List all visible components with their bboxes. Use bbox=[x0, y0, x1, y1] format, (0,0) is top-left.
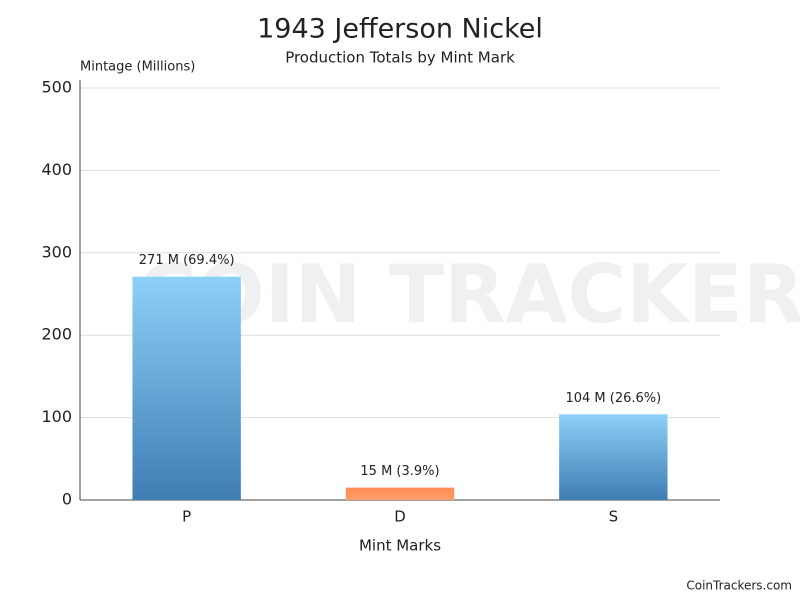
x-tick-label: P bbox=[182, 508, 191, 526]
bar bbox=[132, 277, 240, 500]
chart-title: 1943 Jefferson Nickel bbox=[257, 14, 543, 45]
y-tick-label: 0 bbox=[62, 490, 72, 509]
y-axis-label: Mintage (Millions) bbox=[80, 60, 195, 75]
y-tick-label: 400 bbox=[41, 160, 72, 179]
y-tick-label: 100 bbox=[41, 407, 72, 426]
chart-subtitle: Production Totals by Mint Mark bbox=[285, 49, 515, 67]
y-tick-label: 200 bbox=[41, 325, 72, 344]
value-label: 15 M (3.9%) bbox=[360, 464, 439, 479]
y-tick-label: 500 bbox=[41, 78, 72, 97]
value-label: 271 M (69.4%) bbox=[139, 253, 235, 268]
credit: CoinTrackers.com bbox=[686, 579, 792, 593]
y-tick-label: 300 bbox=[41, 242, 72, 261]
x-axis-label: Mint Marks bbox=[359, 537, 441, 555]
x-tick-label: S bbox=[609, 508, 619, 526]
x-tick-label: D bbox=[394, 508, 406, 526]
value-label: 104 M (26.6%) bbox=[565, 391, 661, 406]
bar bbox=[346, 488, 454, 500]
bar bbox=[559, 414, 667, 500]
